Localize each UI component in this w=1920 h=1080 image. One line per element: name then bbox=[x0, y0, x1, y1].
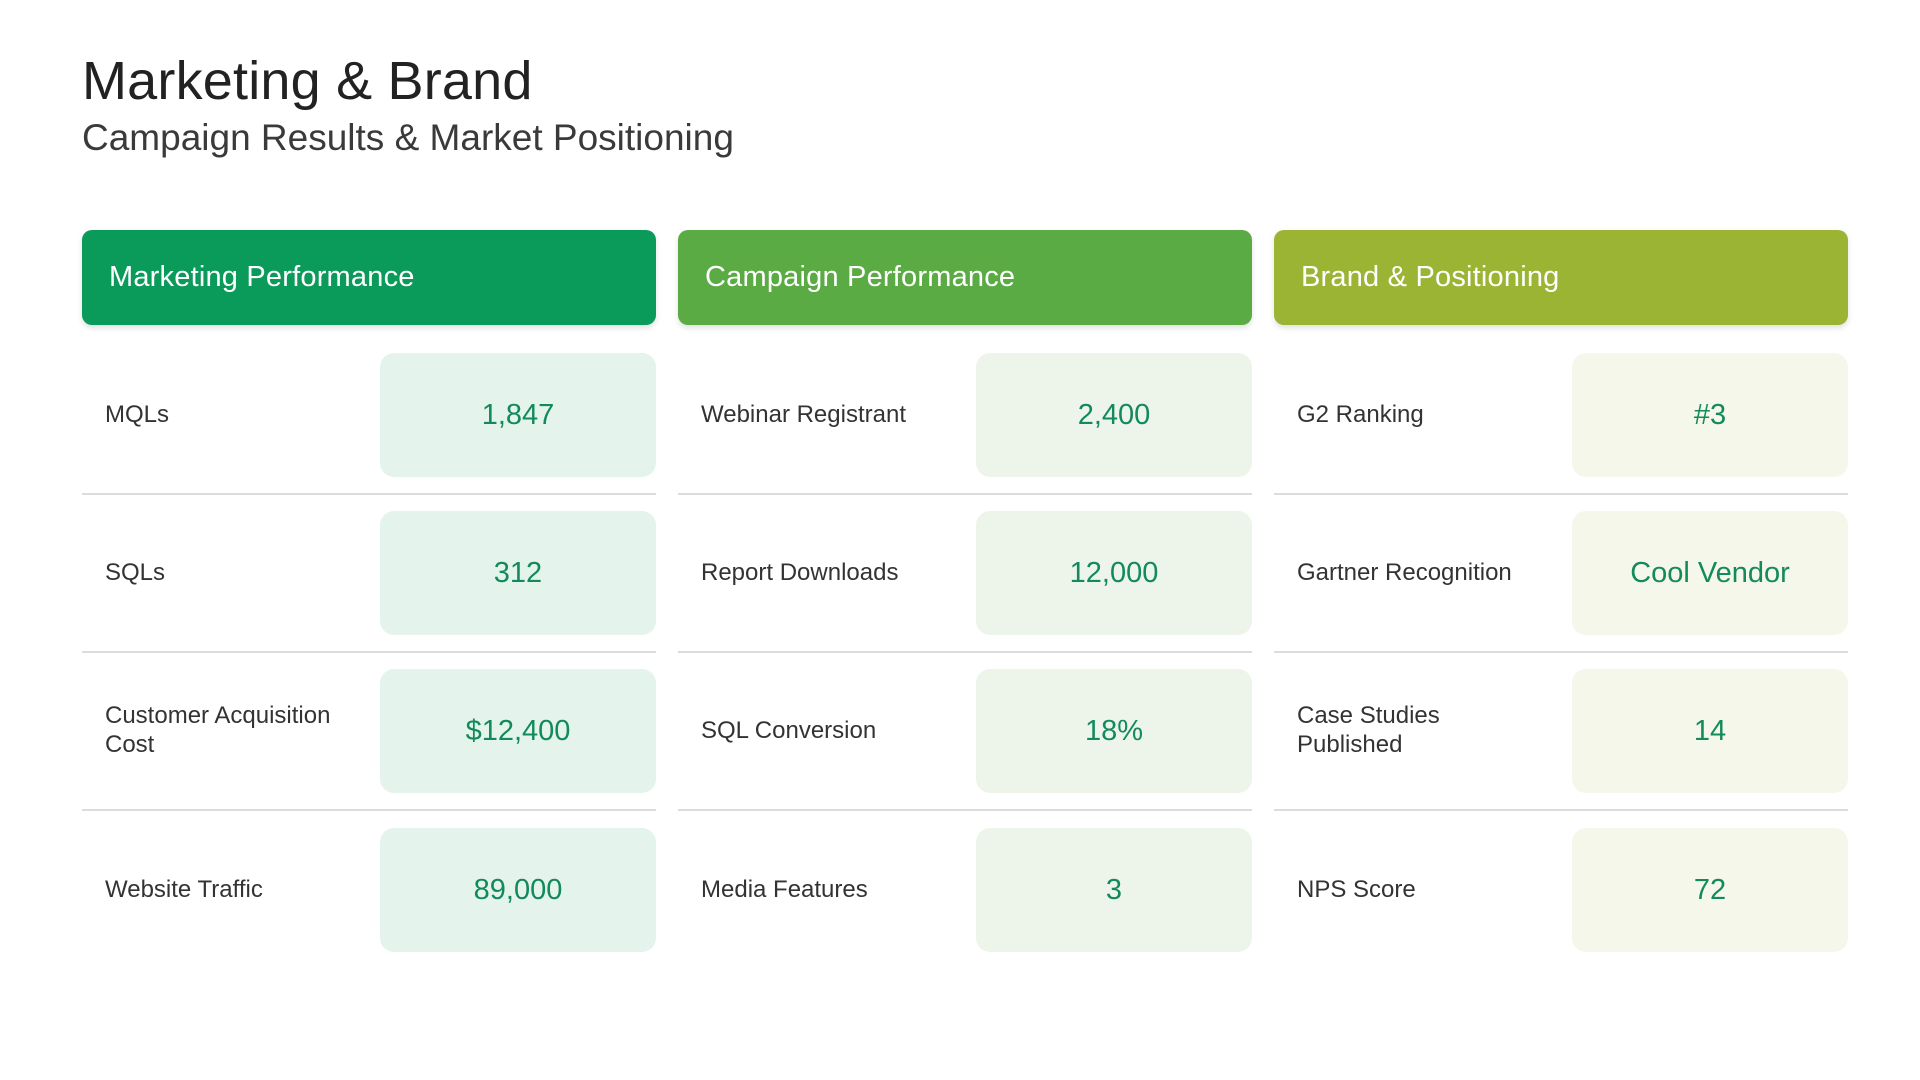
metric-value: 14 bbox=[1572, 669, 1848, 793]
metric-value: 3 bbox=[976, 828, 1252, 952]
metric-value: 1,847 bbox=[380, 353, 656, 477]
metric-value: 2,400 bbox=[976, 353, 1252, 477]
metric-row: SQL Conversion 18% bbox=[678, 664, 1252, 811]
metric-row: Customer Acquisition Cost $12,400 bbox=[82, 664, 656, 811]
metric-value: $12,400 bbox=[380, 669, 656, 793]
column-header: Campaign Performance bbox=[678, 230, 1252, 325]
page-subtitle: Campaign Results & Market Positioning bbox=[82, 117, 734, 159]
metric-row: Media Features 3 bbox=[678, 822, 1252, 969]
metric-value: 72 bbox=[1572, 828, 1848, 952]
metric-label: Webinar Registrant bbox=[701, 400, 906, 428]
metric-list: MQLs 1,847 SQLs 312 Customer Acquisition… bbox=[82, 348, 656, 969]
metric-value: 12,000 bbox=[976, 511, 1252, 635]
metric-value: #3 bbox=[1572, 353, 1848, 477]
metric-label: Case Studies Published bbox=[1297, 702, 1440, 758]
metric-label: Website Traffic bbox=[105, 875, 263, 903]
metric-label: G2 Ranking bbox=[1297, 400, 1424, 428]
metric-value: Cool Vendor bbox=[1572, 511, 1848, 635]
column-brand-positioning: Brand & Positioning G2 Ranking #3 Gartne… bbox=[1274, 230, 1848, 969]
page-title: Marketing & Brand bbox=[82, 51, 533, 111]
column-marketing-performance: Marketing Performance MQLs 1,847 SQLs 31… bbox=[82, 230, 656, 969]
metric-value: 312 bbox=[380, 511, 656, 635]
metric-label: SQLs bbox=[105, 558, 166, 586]
metric-row: G2 Ranking #3 bbox=[1274, 348, 1848, 495]
metric-label: Gartner Recognition bbox=[1297, 558, 1512, 586]
metric-list: Webinar Registrant 2,400 Report Download… bbox=[678, 348, 1252, 969]
column-campaign-performance: Campaign Performance Webinar Registrant … bbox=[678, 230, 1252, 969]
metric-row: Webinar Registrant 2,400 bbox=[678, 348, 1252, 495]
metric-row: Gartner Recognition Cool Vendor bbox=[1274, 506, 1848, 653]
metric-label: Customer Acquisition Cost bbox=[105, 702, 331, 758]
metric-row: Website Traffic 89,000 bbox=[82, 822, 656, 969]
metric-columns: Marketing Performance MQLs 1,847 SQLs 31… bbox=[82, 230, 1848, 969]
metric-label: SQL Conversion bbox=[701, 716, 877, 744]
column-header: Brand & Positioning bbox=[1274, 230, 1848, 325]
metric-value: 89,000 bbox=[380, 828, 656, 952]
metric-row: Case Studies Published 14 bbox=[1274, 664, 1848, 811]
metric-value: 18% bbox=[976, 669, 1252, 793]
metric-label: NPS Score bbox=[1297, 875, 1416, 903]
metric-label: MQLs bbox=[105, 400, 170, 428]
metric-list: G2 Ranking #3 Gartner Recognition Cool V… bbox=[1274, 348, 1848, 969]
metric-label: Report Downloads bbox=[701, 558, 899, 586]
metric-label: Media Features bbox=[701, 875, 868, 903]
metric-row: Report Downloads 12,000 bbox=[678, 506, 1252, 653]
metric-row: MQLs 1,847 bbox=[82, 348, 656, 495]
metric-row: NPS Score 72 bbox=[1274, 822, 1848, 969]
metric-row: SQLs 312 bbox=[82, 506, 656, 653]
column-header: Marketing Performance bbox=[82, 230, 656, 325]
